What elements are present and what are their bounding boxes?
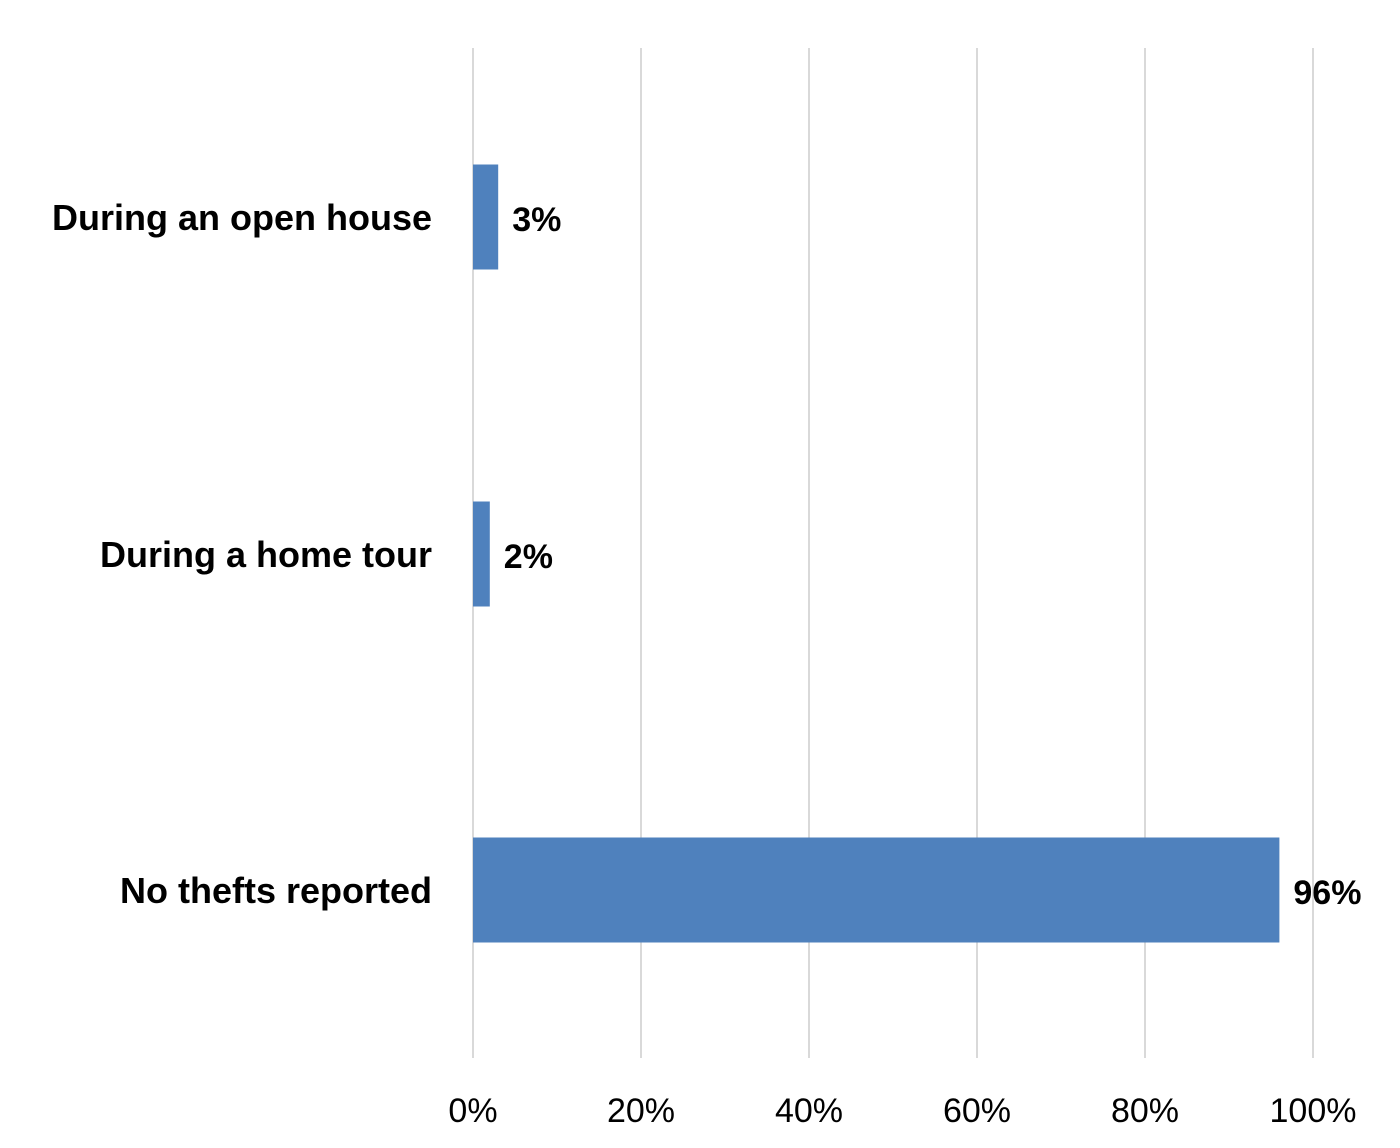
bars: [473, 164, 1280, 943]
category-label: During a home tour: [100, 534, 432, 575]
x-axis-tick-labels: 0% 20% 40% 60% 80% 100%: [448, 1092, 1356, 1130]
data-label: 96%: [1293, 874, 1361, 912]
category-labels: During an open house During a home tour No…: [52, 197, 432, 911]
bar: [473, 837, 1280, 943]
bar: [473, 501, 490, 607]
data-label: 2%: [504, 538, 553, 576]
value-labels: 3% 2% 96%: [504, 201, 1362, 912]
x-tick-label: 100%: [1270, 1092, 1357, 1130]
bar: [473, 164, 499, 270]
category-label: No thefts reported: [120, 870, 432, 911]
x-tick-label: 60%: [943, 1092, 1011, 1130]
category-label: During an open house: [52, 197, 432, 238]
x-tick-label: 80%: [1111, 1092, 1179, 1130]
x-tick-label: 0%: [448, 1092, 497, 1130]
x-tick-label: 20%: [607, 1092, 675, 1130]
data-label: 3%: [512, 201, 561, 239]
x-tick-label: 40%: [775, 1092, 843, 1130]
